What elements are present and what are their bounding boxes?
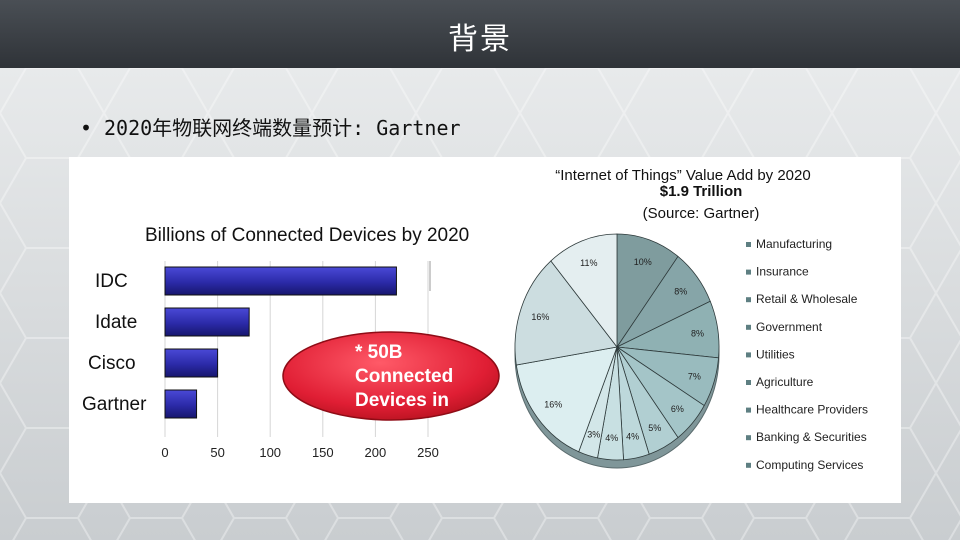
bar-chart-x-ticks: 0 50 100 150 200 250 bbox=[161, 445, 438, 460]
pie-slice-label: 16% bbox=[544, 399, 562, 409]
pie-chart-legend: Manufacturing Insurance Retail & Wholesale… bbox=[746, 237, 868, 472]
legend-item: Healthcare Providers bbox=[756, 403, 868, 417]
pie-slice-manufacturing bbox=[616, 233, 679, 349]
bar-x-tick-label: 150 bbox=[312, 445, 334, 460]
callout-text: * 50B Connected Devices in bbox=[355, 342, 453, 411]
pie-slice-label: 3% bbox=[587, 430, 600, 440]
slide-title: 背景 bbox=[448, 22, 512, 57]
legend-swatch bbox=[746, 352, 751, 358]
pie-chart: “Internet of Things” Value Add by 2020 $… bbox=[514, 167, 868, 472]
legend-swatch bbox=[746, 407, 751, 413]
pie-slice-label: 4% bbox=[605, 433, 618, 443]
pie-slice-label: 6% bbox=[671, 404, 684, 414]
bar-x-tick-label: 250 bbox=[417, 445, 439, 460]
callout-bubble: * 50B Connected Devices in bbox=[282, 331, 500, 421]
bar-x-tick-label: 50 bbox=[210, 445, 224, 460]
pie-chart-subtitle: $1.9 Trillion bbox=[660, 183, 743, 200]
bullet-text: 2020年物联网终端数量预计: Gartner bbox=[104, 116, 461, 140]
legend-swatch bbox=[746, 242, 751, 247]
bullet-symbol: • bbox=[80, 116, 93, 140]
pie-chart-slices bbox=[514, 233, 720, 461]
pie-slice-label: 4% bbox=[626, 432, 639, 442]
legend-item: Agriculture bbox=[756, 375, 814, 389]
pie-chart-source: (Source: Gartner) bbox=[643, 205, 760, 222]
callout-line: * 50B bbox=[355, 342, 403, 363]
legend-item: Manufacturing bbox=[756, 237, 832, 251]
bar-x-tick-label: 0 bbox=[161, 445, 168, 460]
legend-swatch bbox=[746, 462, 751, 468]
pie-chart-slice-labels: 10% 8% 8% 7% 6% 5% 4% 4% 3% 16% 16% 11% bbox=[531, 257, 704, 443]
bar-chart-title: Billions of Connected Devices by 2020 bbox=[145, 225, 469, 246]
legend-swatch bbox=[746, 269, 751, 275]
bar-category-label: Idate bbox=[95, 312, 137, 333]
callout-line: Connected bbox=[355, 366, 453, 387]
legend-item: Computing Services bbox=[756, 458, 863, 472]
legend-swatch bbox=[746, 435, 751, 441]
pie-slice bbox=[515, 346, 618, 453]
chart-panel: Billions of Connected Devices by 2020 ID… bbox=[69, 157, 901, 503]
legend-item: Banking & Securities bbox=[756, 430, 867, 444]
chart-canvas: Billions of Connected Devices by 2020 ID… bbox=[82, 167, 868, 472]
pie-slice-label: 16% bbox=[531, 312, 549, 322]
bar-chart-categories: IDC Idate Cisco Gartner bbox=[82, 271, 147, 415]
legend-item: Utilities bbox=[756, 347, 795, 361]
bar-idate bbox=[164, 307, 250, 337]
legend-item: Retail & Wholesale bbox=[756, 292, 858, 306]
bullet-point: • 2020年物联网终端数量预计: Gartner bbox=[80, 112, 461, 141]
legend-swatch bbox=[746, 297, 751, 303]
pie-slice-label: 10% bbox=[634, 257, 652, 267]
pie-slice-label: 8% bbox=[691, 329, 704, 339]
bar-category-label: Gartner bbox=[82, 394, 147, 415]
bar-gartner bbox=[164, 389, 198, 419]
legend-swatch bbox=[746, 380, 751, 385]
legend-swatch bbox=[746, 324, 751, 330]
callout-line: Devices in bbox=[355, 390, 449, 411]
bar-category-label: IDC bbox=[95, 271, 128, 292]
bar-cisco bbox=[164, 348, 219, 378]
bar-chart-bars bbox=[164, 266, 397, 419]
pie-slice-label: 8% bbox=[674, 287, 687, 297]
legend-item: Insurance bbox=[756, 265, 809, 279]
bar-chart: Billions of Connected Devices by 2020 ID… bbox=[82, 225, 469, 460]
pie-slice-label: 5% bbox=[648, 423, 661, 433]
bar-x-tick-label: 100 bbox=[259, 445, 281, 460]
pie-slice-label: 7% bbox=[688, 371, 701, 381]
pie-slice bbox=[514, 260, 618, 366]
legend-item: Government bbox=[756, 320, 823, 334]
bar-category-label: Cisco bbox=[88, 353, 136, 374]
pie-slice-label: 11% bbox=[580, 258, 597, 268]
title-bar: 背景 bbox=[0, 0, 960, 68]
pie-slice bbox=[550, 233, 618, 349]
bar-idc bbox=[164, 266, 397, 296]
bar-x-tick-label: 200 bbox=[365, 445, 387, 460]
pie-chart-title: “Internet of Things” Value Add by 2020 bbox=[555, 167, 810, 184]
